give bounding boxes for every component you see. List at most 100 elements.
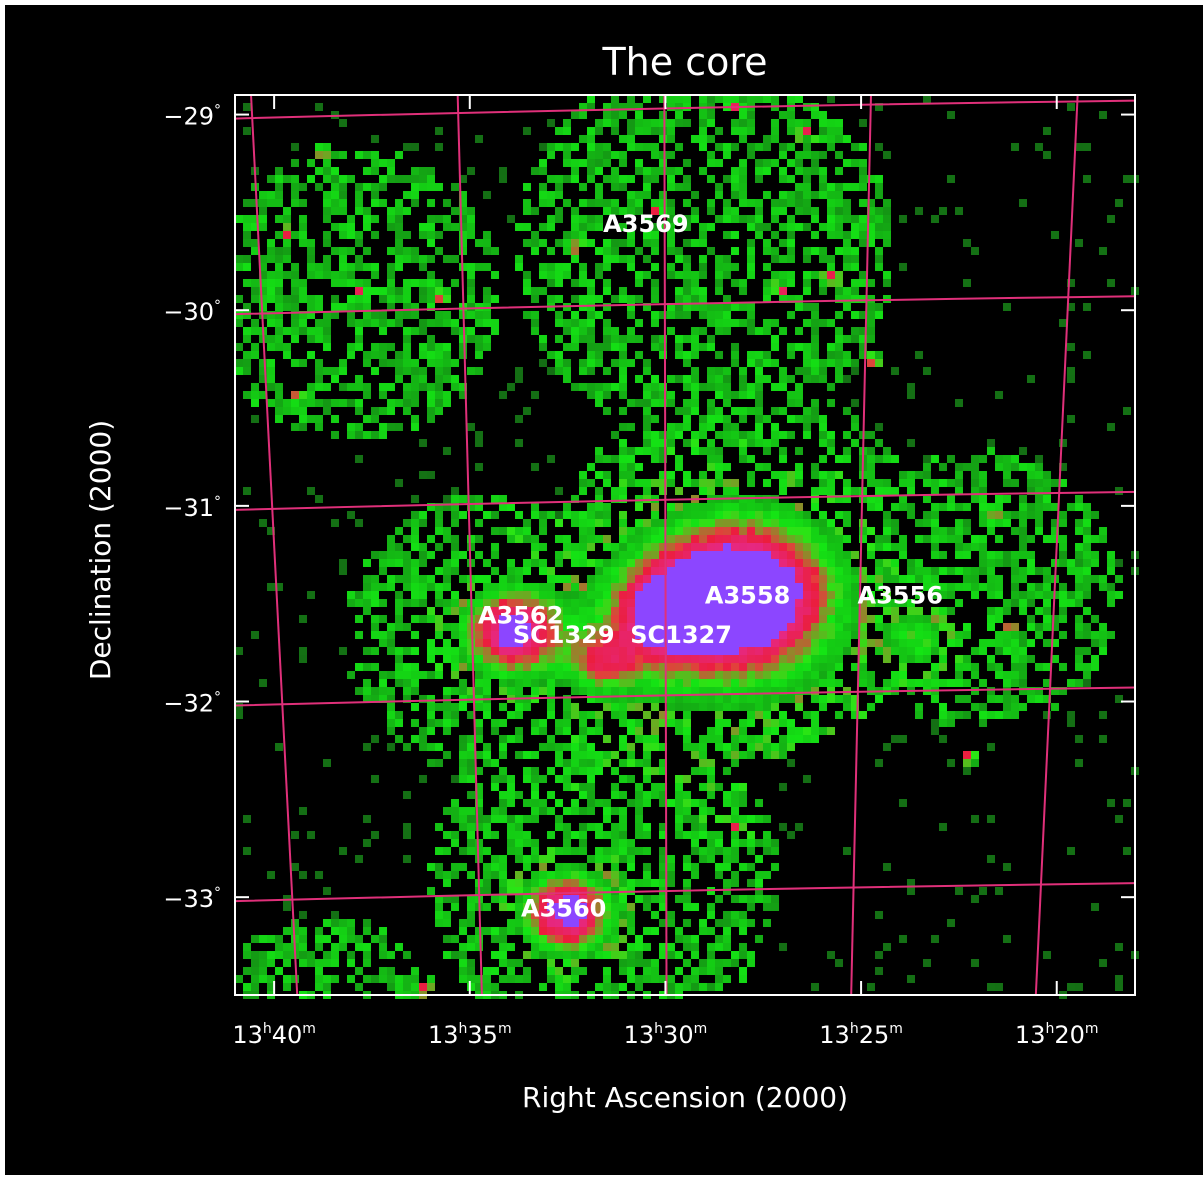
- emission-pixel: [347, 935, 355, 943]
- emission-pixel: [555, 663, 563, 671]
- emission-pixel: [435, 407, 443, 415]
- emission-pixel: [635, 591, 643, 599]
- emission-pixel: [323, 199, 331, 207]
- emission-pixel: [763, 663, 771, 671]
- emission-pixel: [299, 391, 307, 399]
- emission-pixel: [651, 607, 659, 615]
- emission-pixel: [563, 655, 571, 663]
- emission-pixel: [667, 519, 675, 527]
- emission-pixel: [771, 655, 779, 663]
- emission-pixel: [947, 711, 955, 719]
- emission-pixel: [603, 855, 611, 863]
- emission-pixel: [1083, 583, 1091, 591]
- emission-pixel: [803, 167, 811, 175]
- emission-pixel: [643, 871, 651, 879]
- emission-pixel: [691, 631, 699, 639]
- emission-pixel: [763, 743, 771, 751]
- emission-pixel: [931, 663, 939, 671]
- emission-pixel: [355, 255, 363, 263]
- emission-pixel: [675, 983, 683, 991]
- emission-pixel: [875, 951, 883, 959]
- emission-pixel: [755, 655, 763, 663]
- emission-pixel: [723, 799, 731, 807]
- emission-pixel: [435, 383, 443, 391]
- emission-pixel: [411, 591, 419, 599]
- emission-pixel: [683, 159, 691, 167]
- emission-pixel: [291, 199, 299, 207]
- emission-pixel: [635, 479, 643, 487]
- emission-pixel: [1051, 655, 1059, 663]
- emission-pixel: [467, 767, 475, 775]
- emission-pixel: [731, 599, 739, 607]
- emission-pixel: [971, 895, 979, 903]
- emission-pixel: [531, 871, 539, 879]
- emission-pixel: [891, 527, 899, 535]
- emission-pixel: [443, 703, 451, 711]
- emission-pixel: [707, 439, 715, 447]
- emission-pixel: [435, 567, 443, 575]
- emission-pixel: [475, 503, 483, 511]
- emission-pixel: [803, 351, 811, 359]
- emission-pixel: [651, 927, 659, 935]
- emission-pixel: [1043, 679, 1051, 687]
- emission-pixel: [739, 791, 747, 799]
- emission-pixel: [419, 263, 427, 271]
- emission-pixel: [1075, 735, 1083, 743]
- emission-pixel: [1043, 623, 1051, 631]
- emission-pixel: [627, 615, 635, 623]
- emission-pixel: [571, 327, 579, 335]
- emission-pixel: [555, 519, 563, 527]
- emission-pixel: [627, 175, 635, 183]
- emission-pixel: [483, 703, 491, 711]
- emission-pixel: [915, 631, 923, 639]
- emission-pixel: [387, 695, 395, 703]
- emission-pixel: [1035, 527, 1043, 535]
- emission-pixel: [731, 831, 739, 839]
- emission-pixel: [667, 183, 675, 191]
- emission-pixel: [619, 679, 627, 687]
- emission-pixel: [475, 655, 483, 663]
- emission-pixel: [1083, 679, 1091, 687]
- emission-pixel: [819, 439, 827, 447]
- emission-pixel: [571, 743, 579, 751]
- ra-grid-line: [250, 94, 299, 996]
- emission-pixel: [763, 599, 771, 607]
- emission-pixel: [755, 175, 763, 183]
- emission-pixel: [523, 607, 531, 615]
- emission-pixel: [891, 623, 899, 631]
- emission-pixel: [547, 191, 555, 199]
- emission-pixel: [387, 639, 395, 647]
- emission-pixel: [787, 343, 795, 351]
- emission-pixel: [691, 279, 699, 287]
- emission-pixel: [291, 287, 299, 295]
- emission-pixel: [547, 199, 555, 207]
- emission-pixel: [707, 855, 715, 863]
- emission-pixel: [403, 279, 411, 287]
- emission-pixel: [763, 511, 771, 519]
- emission-pixel: [339, 567, 347, 575]
- emission-pixel: [571, 559, 579, 567]
- emission-pixel: [803, 607, 811, 615]
- emission-pixel: [699, 263, 707, 271]
- emission-pixel: [931, 935, 939, 943]
- emission-pixel: [731, 663, 739, 671]
- emission-pixel: [419, 255, 427, 263]
- emission-pixel: [699, 567, 707, 575]
- emission-pixel: [507, 575, 515, 583]
- emission-pixel: [483, 751, 491, 759]
- emission-pixel: [443, 447, 451, 455]
- emission-pixel: [411, 143, 419, 151]
- emission-pixel: [699, 415, 707, 423]
- emission-pixel: [403, 535, 411, 543]
- emission-pixel: [683, 527, 691, 535]
- emission-pixel: [787, 575, 795, 583]
- emission-pixel: [587, 607, 595, 615]
- emission-pixel: [699, 343, 707, 351]
- emission-pixel: [507, 599, 515, 607]
- emission-pixel: [411, 535, 419, 543]
- emission-pixel: [587, 311, 595, 319]
- emission-pixel: [971, 471, 979, 479]
- emission-pixel: [627, 103, 635, 111]
- emission-pixel: [611, 95, 619, 103]
- emission-pixel: [867, 495, 875, 503]
